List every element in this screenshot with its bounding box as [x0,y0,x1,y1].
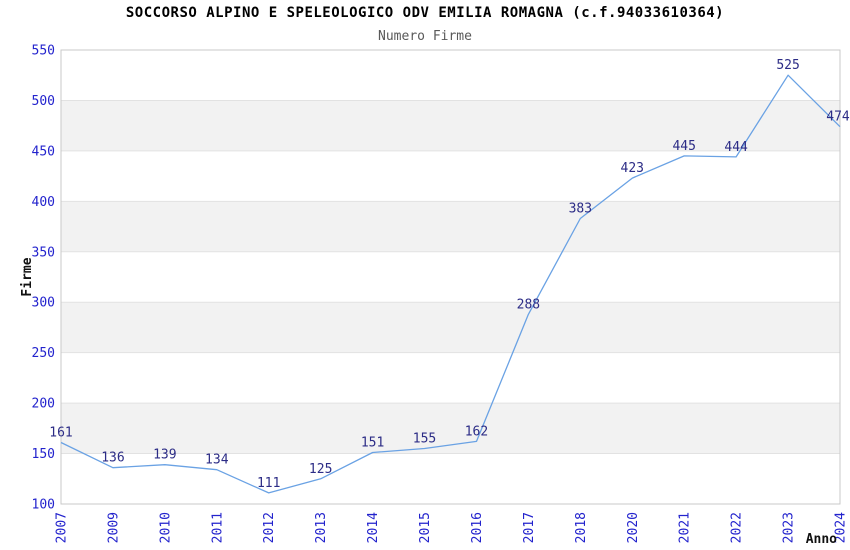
point-label: 423 [621,161,644,176]
grid-band [61,302,840,353]
grid-band [61,100,840,151]
x-tick-label: 2024 [834,512,849,543]
point-label: 383 [569,201,592,216]
point-label: 139 [153,448,176,463]
point-label: 151 [361,436,384,451]
chart-subtitle: Numero Firme [378,29,472,44]
y-tick-label: 550 [32,44,55,59]
y-tick-label: 500 [32,94,55,109]
point-label: 288 [517,297,540,312]
x-tick-label: 2018 [574,512,589,543]
x-tick-label: 2012 [262,512,277,543]
y-tick-label: 350 [32,245,55,260]
x-tick-label: 2009 [106,512,121,543]
y-axis-title: Firme [20,257,35,296]
point-label: 161 [49,425,72,440]
x-tick-label: 2011 [210,512,225,543]
y-tick-label: 400 [32,195,55,210]
x-tick-label: 2020 [626,512,641,543]
x-tick-label: 2015 [418,512,433,543]
y-tick-label: 450 [32,144,55,159]
x-tick-label: 2013 [314,512,329,543]
x-tick-label: 2022 [730,512,745,543]
x-tick-label: 2023 [782,512,797,543]
plot-area: 100 150 200 250 300 350 400 450 500 550 2007 2009 20… [32,44,850,544]
point-label: 445 [672,139,695,154]
x-tick-label: 2010 [158,512,173,543]
point-label: 136 [101,451,124,466]
point-label: 444 [724,140,748,155]
plot-border [60,49,841,505]
y-tick-label: 300 [32,296,55,311]
x-tick-label: 2021 [678,512,693,543]
point-label: 525 [776,58,799,73]
grid-band [61,403,840,454]
x-tick-label: 2014 [366,512,381,543]
y-tick-label: 100 [32,498,55,513]
x-tick-label: 2016 [470,512,485,543]
x-axis-title: Anno [806,532,837,547]
y-tick-label: 250 [32,346,55,361]
x-tick-label: 2017 [522,512,537,543]
point-label: 111 [257,476,280,491]
x-tick-label: 2007 [55,512,70,543]
y-tick-label: 200 [32,397,55,412]
point-label: 134 [205,453,229,468]
point-label: 474 [826,110,850,125]
point-label: 125 [309,462,332,477]
chart-title: SOCCORSO ALPINO E SPELEOLOGICO ODV EMILI… [126,5,724,21]
grid-band [61,201,840,252]
point-label: 162 [465,424,488,439]
series-line [60,74,841,494]
point-label: 155 [413,432,436,447]
y-tick-label: 150 [32,447,55,462]
